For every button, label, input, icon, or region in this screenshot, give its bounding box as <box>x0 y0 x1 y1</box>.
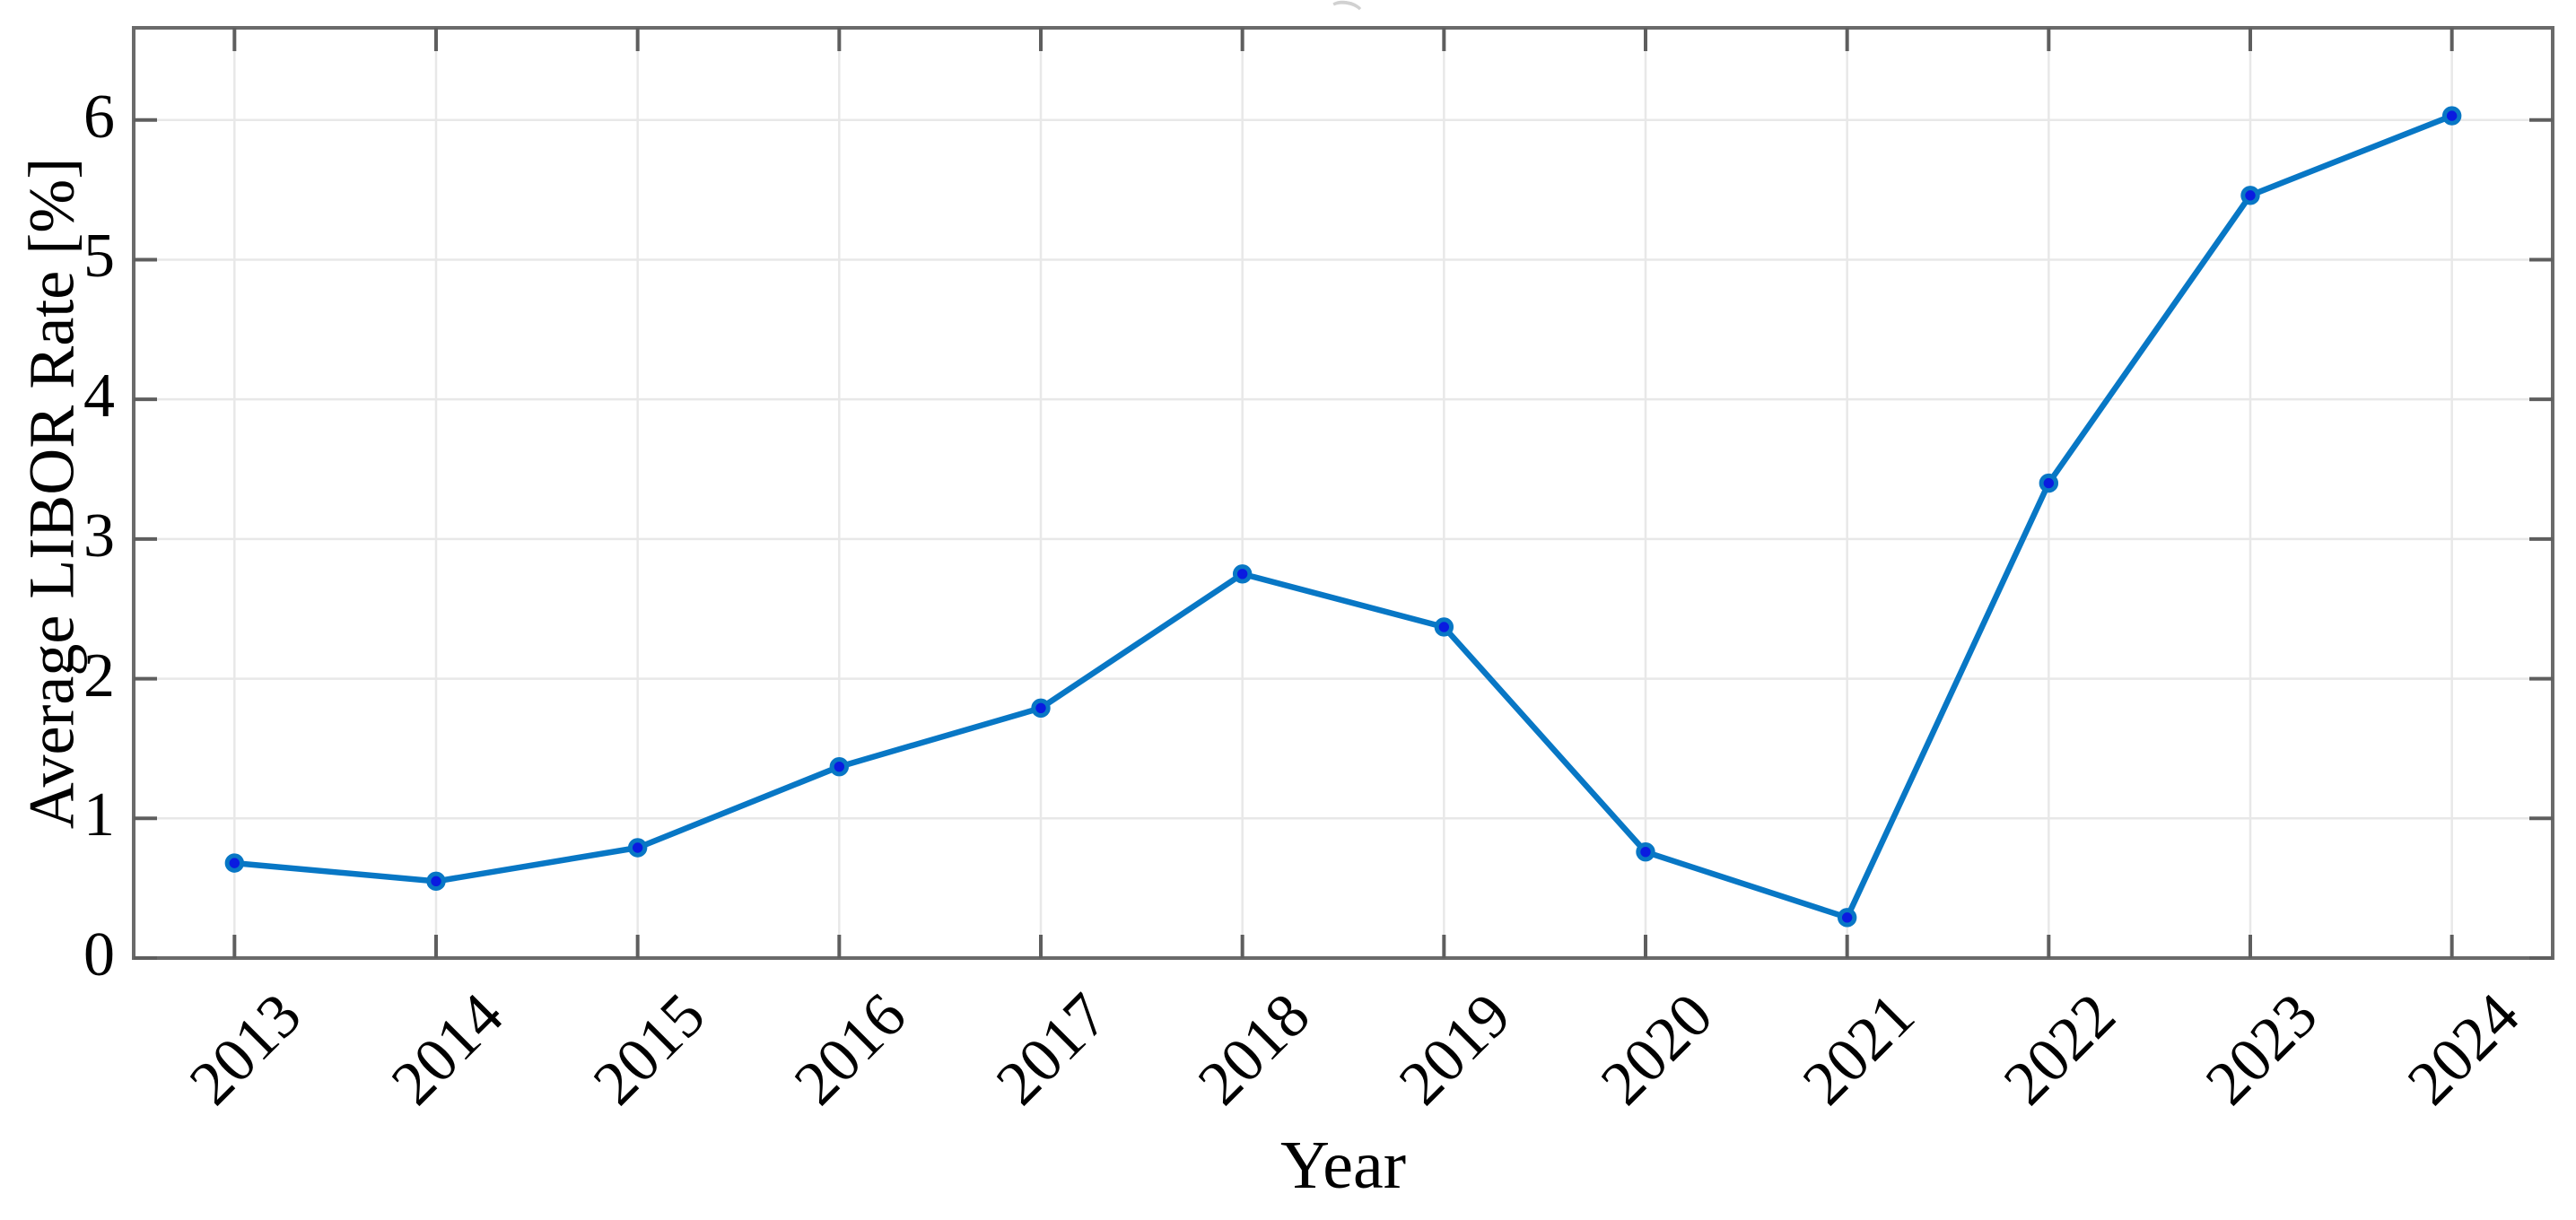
data-point-marker <box>1837 908 1857 928</box>
y-axis-tick-label: 1 <box>83 780 115 850</box>
data-point-marker <box>829 756 850 777</box>
y-axis-tick-label: 3 <box>83 501 115 571</box>
y-axis-tick-label: 5 <box>83 222 115 292</box>
data-point-marker <box>1232 564 1253 584</box>
x-axis-title: Year <box>1279 1128 1407 1203</box>
y-axis-tick-label: 6 <box>83 82 115 152</box>
data-point-marker <box>426 871 446 892</box>
data-point-marker <box>2039 473 2059 493</box>
data-point-marker <box>1636 841 1655 862</box>
data-line-series <box>224 106 2462 928</box>
data-point-marker <box>1434 617 1454 637</box>
data-point-marker <box>224 853 245 873</box>
data-point-marker <box>2441 106 2462 126</box>
y-axis-tick-label: 4 <box>83 362 115 431</box>
axes-box <box>132 26 2554 960</box>
series-line <box>231 112 2455 921</box>
gridlines <box>134 28 2553 958</box>
y-axis-title: Average LIBOR Rate [%] <box>15 157 88 830</box>
y-axis-tick-label: 2 <box>83 640 115 710</box>
data-point-marker <box>2240 186 2260 205</box>
data-point-marker <box>1031 698 1051 718</box>
data-point-marker <box>627 838 648 858</box>
axis-box-and-ticks <box>132 26 2554 960</box>
y-axis-tick-label: 0 <box>83 920 115 989</box>
